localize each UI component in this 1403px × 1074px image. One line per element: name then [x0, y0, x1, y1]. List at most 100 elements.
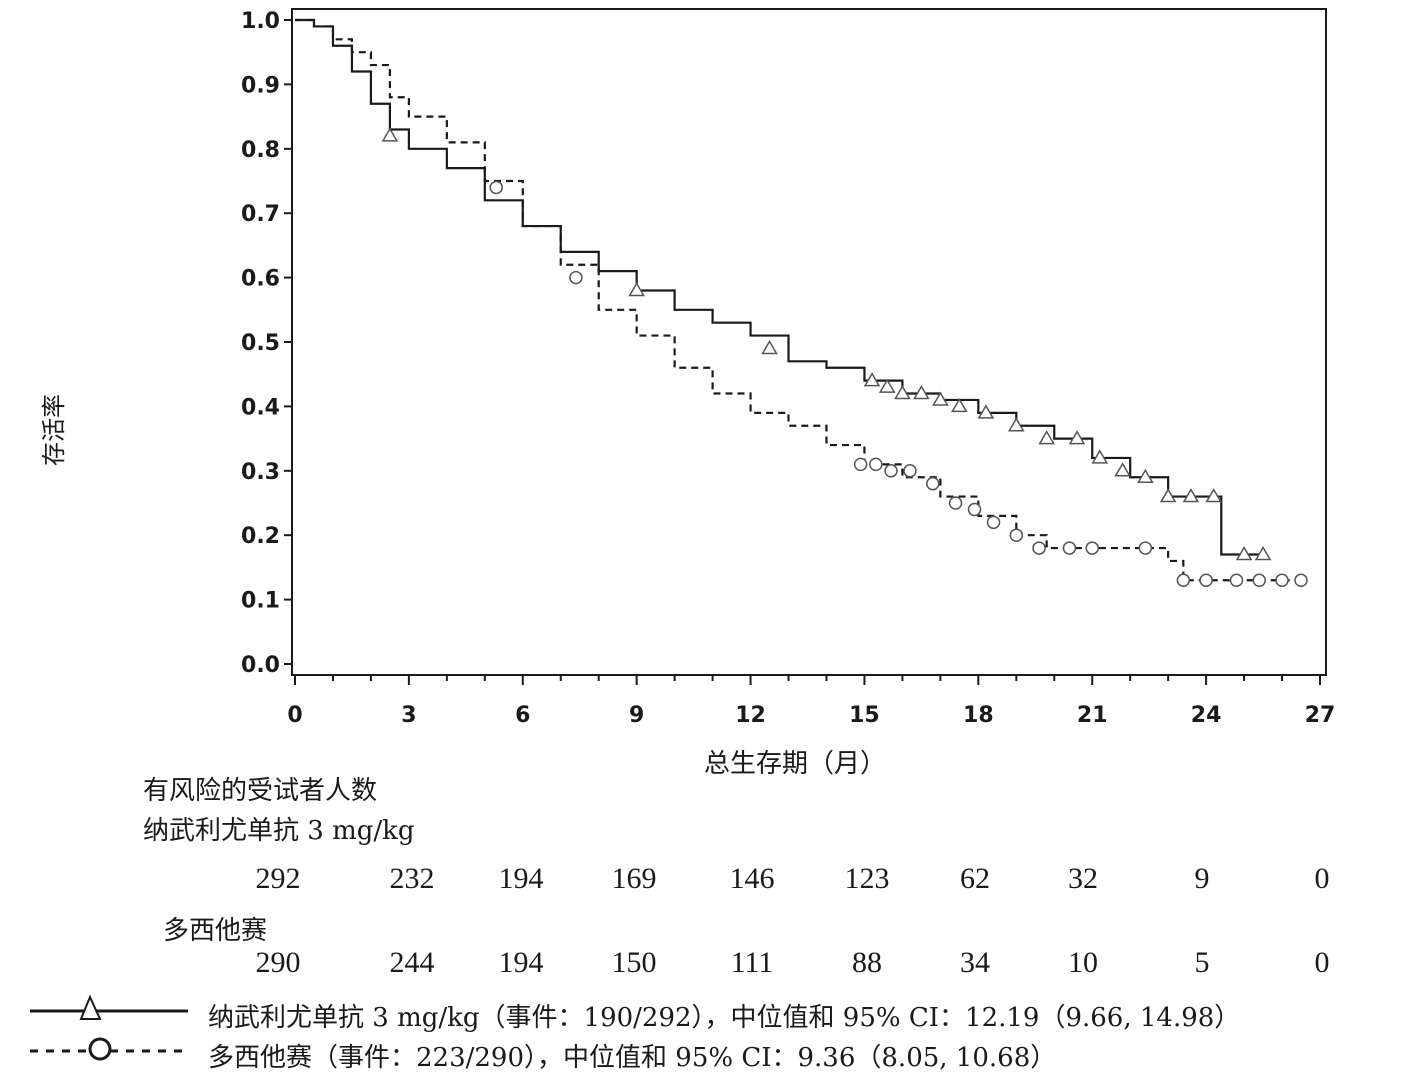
- legend-line-solid-triangle-icon: [30, 994, 188, 1020]
- censor-circle: [1085, 541, 1099, 555]
- risk-count: 88: [852, 946, 882, 979]
- risk-table-title: 有风险的受试者人数: [143, 776, 378, 806]
- plot-border: [291, 8, 1327, 676]
- x-tick-label: 0: [287, 703, 302, 728]
- y-tick-label: 1.0: [241, 9, 280, 34]
- risk-count: 5: [1194, 946, 1210, 979]
- censor-circle: [853, 457, 868, 472]
- censor-circle: [903, 464, 917, 478]
- censor-circle: [869, 457, 883, 472]
- censor-circle: [569, 270, 583, 285]
- censor-circle: [1032, 541, 1046, 555]
- censor-circle: [884, 464, 898, 478]
- censor-circle: [926, 476, 940, 491]
- censor-triangle: [628, 281, 645, 297]
- risk-count: 292: [255, 862, 301, 895]
- censor-circle: [948, 496, 963, 510]
- censor-triangle: [1159, 488, 1177, 503]
- censor-triangle: [1182, 488, 1200, 503]
- censor-triangle: [1205, 488, 1223, 503]
- censor-triangle: [932, 391, 949, 406]
- risk-count: 123: [844, 862, 890, 895]
- y-tick-label: 0.8: [241, 138, 280, 163]
- censor-circle: [1252, 573, 1267, 588]
- x-tick-label: 3: [401, 703, 416, 728]
- series-line: [295, 18, 1264, 556]
- legend-text-docetaxel: 多西他赛（事件：223/290），中位值和 95% CI：9.36（8.05, …: [208, 1043, 1057, 1073]
- x-tick-label: 18: [963, 703, 994, 728]
- censor-triangle: [761, 339, 778, 355]
- y-tick-label: 0.6: [241, 267, 280, 292]
- censor-triangle: [1038, 430, 1055, 445]
- risk-count: 232: [389, 862, 435, 895]
- censor-triangle: [1235, 546, 1253, 561]
- censor-triangle: [1091, 449, 1109, 464]
- series-docetaxel: [295, 18, 1308, 588]
- censor-circle: [1199, 573, 1213, 588]
- censor-triangle: [1068, 430, 1086, 445]
- censor-triangle: [878, 378, 896, 393]
- x-tick-label: 27: [1305, 703, 1336, 728]
- censor-triangle: [1114, 462, 1131, 477]
- censor-triangle: [913, 385, 930, 400]
- risk-count: 146: [729, 862, 775, 895]
- censor-circle: [1176, 573, 1191, 588]
- censor-circle: [986, 515, 1001, 530]
- y-tick-label: 0.2: [241, 524, 280, 549]
- risk-count: 290: [255, 946, 301, 979]
- risk-count: 9: [1194, 862, 1210, 895]
- y-tick-label: 0.3: [241, 460, 280, 485]
- y-tick-label: 0.9: [241, 73, 280, 98]
- risk-count: 32: [1068, 862, 1098, 895]
- risk-group-label-nivolumab: 纳武利尤单抗 3 mg/kg: [143, 816, 415, 846]
- x-tick-label: 24: [1191, 703, 1222, 728]
- censor-circle: [967, 502, 982, 517]
- risk-count: 194: [498, 946, 544, 979]
- censor-circle: [1062, 541, 1077, 555]
- censor-triangle: [863, 372, 881, 387]
- x-tick-label: 15: [849, 703, 880, 728]
- risk-count: 0: [1314, 862, 1330, 895]
- y-tick-label: 0.4: [241, 395, 280, 420]
- censor-triangle: [1007, 417, 1025, 432]
- y-tick-label: 0.5: [241, 331, 280, 356]
- y-tick-label: 0.7: [241, 202, 280, 227]
- risk-count: 244: [389, 946, 435, 979]
- y-axis-label: 存活率: [40, 394, 68, 466]
- censor-triangle: [1137, 468, 1154, 483]
- series-nivolumab: [295, 18, 1272, 561]
- x-tick-label: 21: [1077, 703, 1108, 728]
- censor-circle: [1294, 573, 1308, 588]
- x-tick-label: 9: [629, 703, 644, 728]
- censor-circle: [1229, 573, 1244, 588]
- risk-group-label-docetaxel: 多西他赛: [163, 916, 268, 946]
- legend-item-nivolumab: 纳武利尤单抗 3 mg/kg（事件：190/292），中位值和 95% CI：1…: [28, 993, 1388, 1033]
- risk-count: 169: [611, 862, 657, 895]
- x-axis-label: 总生存期（月）: [704, 749, 886, 779]
- risk-count: 62: [960, 862, 990, 895]
- x-tick-label: 12: [735, 703, 766, 728]
- series-line: [295, 18, 1302, 582]
- censor-circle: [1275, 573, 1289, 588]
- censor-circle: [489, 180, 503, 195]
- censor-triangle: [381, 127, 399, 142]
- censor-triangle: [951, 397, 968, 413]
- x-tick-label: 6: [515, 703, 530, 728]
- y-tick-label: 0.0: [241, 653, 280, 678]
- legend-item-docetaxel: 多西他赛（事件：223/290），中位值和 95% CI：9.36（8.05, …: [28, 1033, 1388, 1073]
- censor-circle: [1009, 528, 1024, 542]
- y-tick-label: 0.1: [241, 589, 280, 614]
- legend-line-dashed-circle-icon: [30, 1037, 188, 1061]
- censor-triangle: [977, 404, 995, 419]
- risk-count: 111: [730, 946, 774, 979]
- risk-count: 0: [1314, 946, 1330, 979]
- censor-circle: [1138, 541, 1153, 555]
- censor-triangle: [894, 385, 911, 400]
- risk-count: 194: [498, 862, 544, 895]
- risk-count: 34: [960, 946, 990, 979]
- legend-text-nivolumab: 纳武利尤单抗 3 mg/kg（事件：190/292），中位值和 95% CI：1…: [208, 1003, 1241, 1033]
- censor-triangle: [1254, 546, 1272, 561]
- risk-count: 150: [611, 946, 657, 979]
- risk-count: 10: [1068, 946, 1098, 979]
